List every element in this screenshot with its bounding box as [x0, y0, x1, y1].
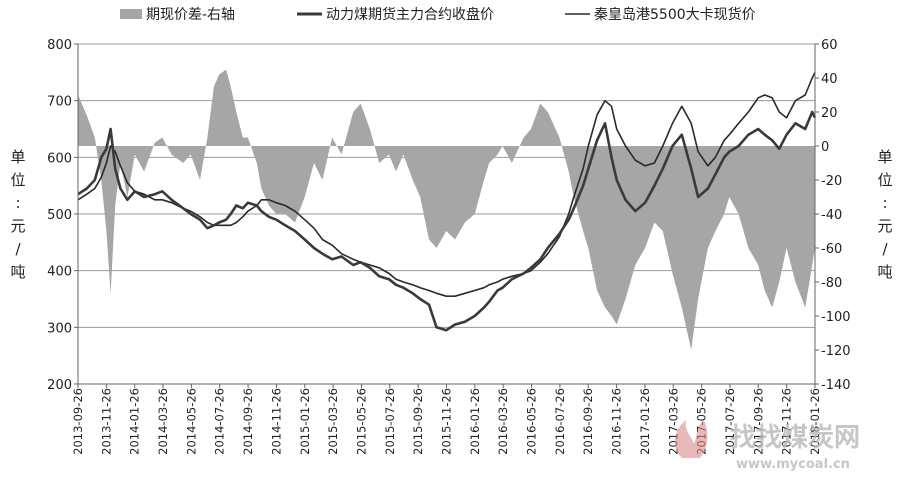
x-tick-label: 2015-11-26	[440, 388, 454, 455]
x-tick-label: 2015-07-26	[383, 388, 397, 455]
x-tick-label: 2015-03-26	[326, 388, 340, 455]
legend: 期现价差-右轴 动力煤期货主力合约收盘价 秦皇岛港5500大卡现货价	[120, 6, 756, 23]
unit-char: 位	[10, 171, 25, 189]
series-line-futures	[77, 110, 817, 332]
right-tick-label: -20	[821, 174, 842, 189]
x-tick-label: 2016-03-26	[496, 388, 510, 455]
x-tick-label: 2017-09-26	[751, 388, 765, 455]
right-tick-label: 0	[821, 140, 829, 155]
x-tick-label: 2013-09-26	[71, 388, 85, 455]
watermark-url: www.mycoal.cn	[736, 457, 850, 472]
spread-area-layer	[78, 69, 815, 350]
x-tick-label: 2015-05-26	[354, 388, 368, 455]
x-tick-label: 2017-01-26	[638, 388, 652, 455]
unit-char: 吨	[10, 263, 25, 281]
flame-logo-icon	[674, 420, 708, 458]
x-tick-label: 2015-09-26	[411, 388, 425, 455]
unit-char: 单	[10, 148, 25, 166]
unit-char: 吨	[877, 263, 892, 281]
right-tick-label: 60	[821, 38, 838, 53]
right-tick-label: -140	[821, 378, 851, 393]
x-tick-label: 2014-03-26	[156, 388, 170, 455]
unit-char: 单	[877, 148, 892, 166]
unit-char: :	[15, 194, 20, 212]
left-axis-label: 单位: 元 / 吨	[10, 148, 25, 281]
left-tick-label: 300	[47, 321, 72, 336]
x-tick-label: 2014-07-26	[213, 388, 227, 455]
x-tick-label: 2017-07-26	[723, 388, 737, 455]
watermark: 找找煤炭网 www.mycoal.cn	[674, 420, 860, 472]
series-area-spread	[78, 69, 815, 350]
unit-char: /	[15, 240, 21, 258]
x-tick-label: 2016-11-26	[610, 388, 624, 455]
left-tick-label: 400	[47, 265, 72, 280]
left-tick-label: 600	[47, 151, 72, 166]
x-tick-label: 2016-07-26	[553, 388, 567, 455]
right-tick-label: -60	[821, 242, 842, 257]
right-axis-label: 单位: 元 / 吨	[877, 148, 892, 281]
unit-char: /	[882, 240, 888, 258]
x-tick-label: 2016-01-26	[468, 388, 482, 455]
right-axis-ticks: -140 -120 -100 -80 -60 -40 -20 0 20 40 60	[815, 38, 851, 393]
x-tick-label: 2014-09-26	[241, 388, 255, 455]
series-line-spot	[77, 71, 816, 298]
unit-char: 元	[10, 217, 25, 235]
x-tick-label: 2016-05-26	[525, 388, 539, 455]
x-tick-label: 2013-11-26	[99, 388, 113, 455]
right-tick-label: 40	[821, 72, 838, 87]
unit-char: :	[882, 194, 887, 212]
legend-swatch-spread	[120, 9, 142, 19]
left-tick-label: 800	[47, 38, 72, 53]
left-tick-label: 700	[47, 95, 72, 110]
x-axis-ticks: 2013-09-26 2013-11-26 2014-01-26 2014-03-26…	[71, 384, 822, 455]
legend-label-spread: 期现价差-右轴	[146, 7, 235, 23]
right-tick-label: 20	[821, 106, 838, 121]
legend-label-spot: 秦皇岛港5500大卡现货价	[594, 6, 756, 23]
right-tick-label: -100	[821, 310, 851, 325]
left-tick-label: 200	[47, 378, 72, 393]
unit-char: 位	[877, 171, 892, 189]
x-tick-label: 2014-05-26	[184, 388, 198, 455]
x-tick-label: 2018-01-26	[808, 388, 822, 455]
x-tick-label: 2016-09-26	[581, 388, 595, 455]
right-tick-label: -80	[821, 276, 842, 291]
left-axis-ticks: 200 300 400 500 600 700 800	[47, 38, 78, 393]
x-tick-label: 2015-01-26	[298, 388, 312, 455]
legend-label-futures: 动力煤期货主力合约收盘价	[326, 6, 494, 23]
right-tick-label: -120	[821, 344, 851, 359]
unit-char: 元	[877, 217, 892, 235]
left-tick-label: 500	[47, 208, 72, 223]
x-tick-label: 2014-11-26	[269, 388, 283, 455]
price-lines-layer	[77, 71, 817, 332]
x-tick-label: 2014-01-26	[128, 388, 142, 455]
watermark-title: 找找煤炭网	[730, 423, 860, 453]
x-tick-label: 2017-11-26	[780, 388, 794, 455]
right-tick-label: -40	[821, 208, 842, 223]
